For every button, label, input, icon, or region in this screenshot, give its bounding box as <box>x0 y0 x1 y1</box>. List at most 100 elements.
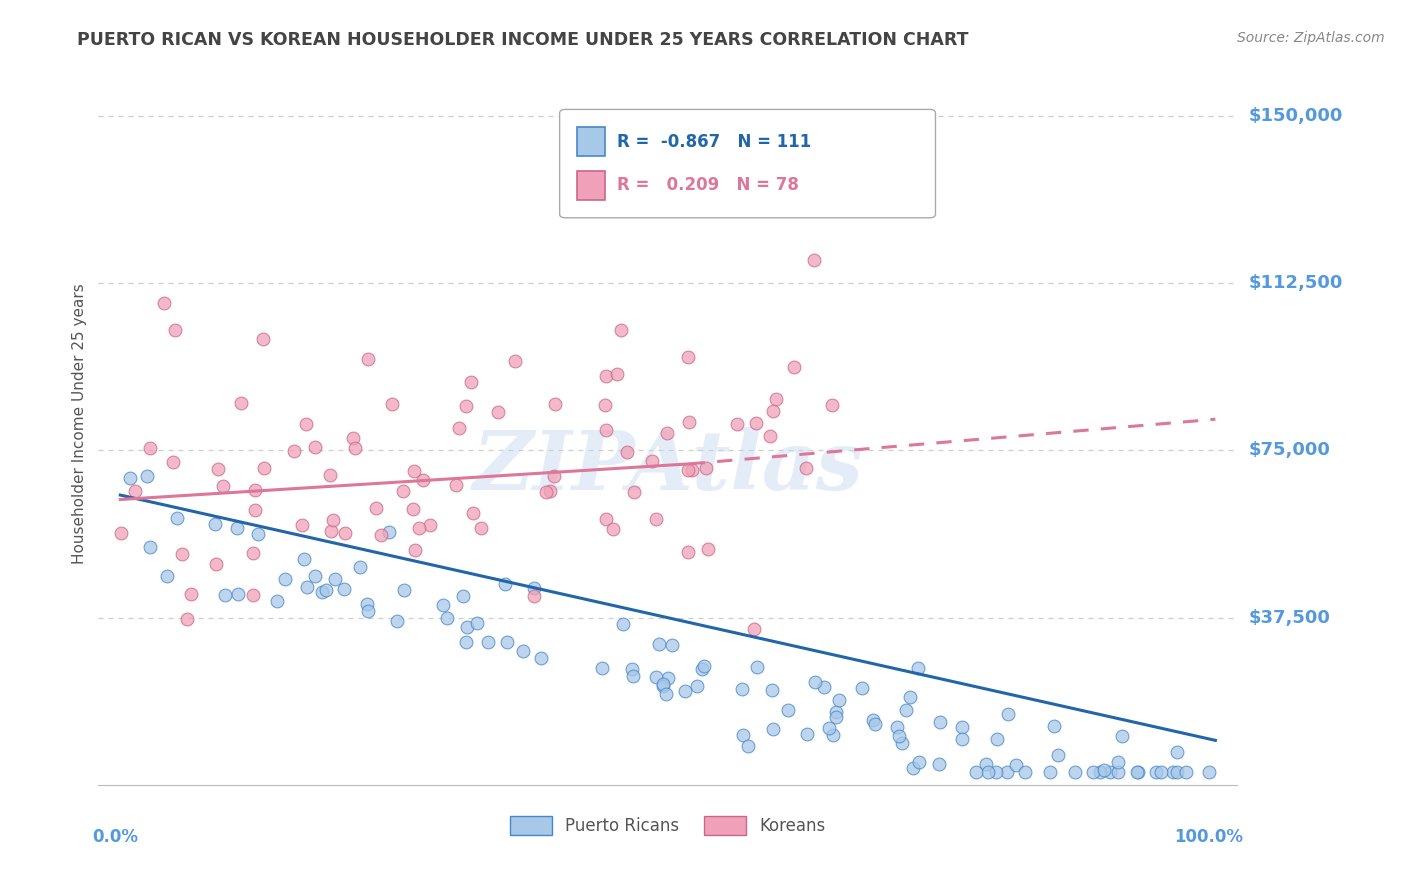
Point <box>214 588 236 602</box>
Point <box>821 398 844 412</box>
Point <box>357 604 380 618</box>
Point <box>655 426 678 441</box>
Point <box>470 521 492 535</box>
Point <box>456 399 478 413</box>
Point <box>1111 730 1133 744</box>
Point <box>496 635 519 649</box>
Point <box>274 572 297 586</box>
Point <box>315 583 337 598</box>
Point <box>404 542 426 557</box>
Point <box>595 423 617 437</box>
Point <box>543 397 565 411</box>
Point <box>323 572 346 586</box>
Point <box>124 483 146 498</box>
Point <box>356 597 378 611</box>
Point <box>304 440 326 454</box>
Point <box>335 526 357 541</box>
Point <box>891 736 914 750</box>
Point <box>1014 764 1036 779</box>
Point <box>765 392 787 407</box>
Point <box>1092 763 1115 777</box>
Point <box>887 729 910 743</box>
Point <box>651 676 673 690</box>
Point <box>676 350 699 364</box>
Point <box>813 680 835 694</box>
Point <box>648 637 671 651</box>
Point <box>460 376 482 390</box>
FancyBboxPatch shape <box>576 128 605 156</box>
Point <box>655 687 678 701</box>
Point <box>162 455 184 469</box>
Point <box>252 461 274 475</box>
Point <box>118 471 141 485</box>
Point <box>610 322 633 336</box>
Point <box>825 709 848 723</box>
Point <box>894 703 917 717</box>
Point <box>139 441 162 455</box>
Point <box>928 757 950 772</box>
Point <box>759 429 782 443</box>
Point <box>995 764 1018 779</box>
Point <box>247 527 270 541</box>
Point <box>690 662 713 676</box>
Point <box>1005 757 1028 772</box>
Point <box>803 674 825 689</box>
Point <box>322 513 344 527</box>
Point <box>412 473 434 487</box>
Point <box>477 634 499 648</box>
Point <box>976 757 998 772</box>
Text: Source: ZipAtlas.com: Source: ZipAtlas.com <box>1237 31 1385 45</box>
Point <box>612 617 634 632</box>
Point <box>1083 764 1105 779</box>
Point <box>530 651 553 665</box>
Point <box>252 332 274 346</box>
Point <box>1144 764 1167 779</box>
Point <box>512 644 534 658</box>
Point <box>364 500 387 515</box>
Point <box>402 464 425 478</box>
Point <box>641 454 664 468</box>
Point <box>651 679 673 693</box>
Point <box>605 368 627 382</box>
Point <box>486 405 509 419</box>
Text: $112,500: $112,500 <box>1249 274 1343 293</box>
Point <box>616 445 638 459</box>
Point <box>204 516 226 531</box>
Point <box>349 559 371 574</box>
Point <box>370 528 392 542</box>
Point <box>602 522 624 536</box>
Point <box>731 681 754 696</box>
Point <box>907 661 929 675</box>
Point <box>1175 764 1198 779</box>
Point <box>1039 764 1062 779</box>
Point <box>676 462 699 476</box>
Point <box>543 468 565 483</box>
Point <box>1042 719 1064 733</box>
Point <box>153 296 176 310</box>
Point <box>391 483 413 498</box>
Text: R =   0.209   N = 78: R = 0.209 N = 78 <box>617 177 799 194</box>
Point <box>138 541 160 555</box>
Point <box>242 588 264 602</box>
Point <box>908 755 931 769</box>
Point <box>1107 755 1129 769</box>
Point <box>311 584 333 599</box>
Point <box>381 397 404 411</box>
Point <box>356 352 378 367</box>
Point <box>136 469 159 483</box>
Point <box>385 614 408 628</box>
Point <box>828 693 851 707</box>
Point <box>212 479 235 493</box>
Point <box>291 518 314 533</box>
Point <box>747 660 769 674</box>
Point <box>165 323 187 337</box>
Point <box>205 557 228 571</box>
Point <box>538 484 561 499</box>
Text: 100.0%: 100.0% <box>1174 829 1243 847</box>
Point <box>304 568 326 582</box>
Legend: Puerto Ricans, Koreans: Puerto Ricans, Koreans <box>503 809 832 842</box>
Point <box>796 727 818 741</box>
Point <box>1128 764 1150 779</box>
Point <box>986 732 1008 747</box>
Point <box>676 545 699 559</box>
